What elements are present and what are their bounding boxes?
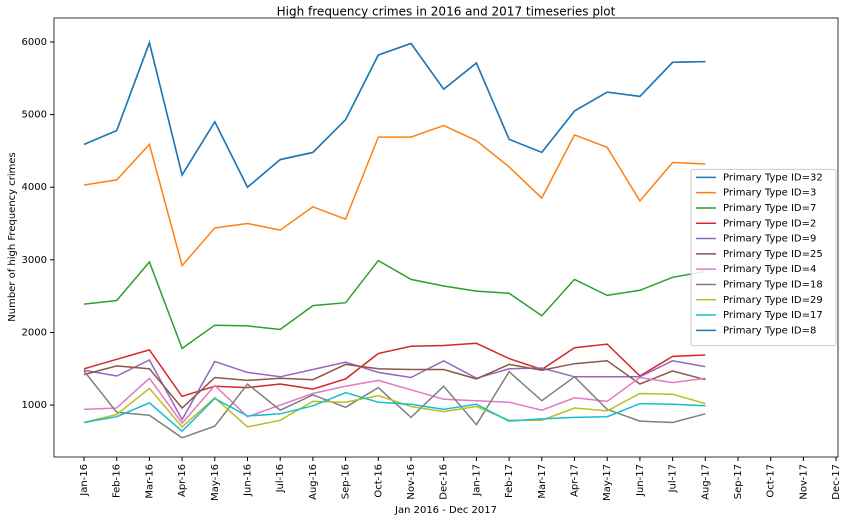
x-tick-label: Mar-16 [144, 464, 155, 499]
y-tick-label: 5000 [22, 110, 47, 121]
y-tick-label: 4000 [22, 182, 47, 193]
x-tick-label: Oct-16 [373, 464, 384, 498]
x-tick-label: Nov-17 [798, 464, 809, 500]
x-tick-label: May-16 [210, 464, 221, 501]
series-line [83, 376, 706, 425]
x-tick-label: Jun-16 [243, 464, 254, 497]
legend-label: Primary Type ID=4 [723, 264, 816, 275]
x-tick-label: Jul-16 [275, 464, 286, 493]
x-tick-label: Sep-17 [733, 464, 744, 499]
x-tick-label: Aug-16 [308, 464, 319, 500]
x-tick-label: May-17 [602, 464, 613, 501]
x-tick-label: Feb-17 [504, 464, 515, 498]
legend-label: Primary Type ID=32 [723, 172, 823, 183]
series-line [83, 40, 706, 189]
x-tick-label: Dec-16 [439, 464, 450, 500]
y-tick-label: 3000 [22, 255, 47, 266]
legend-label: Primary Type ID=29 [723, 295, 823, 306]
series-line [83, 342, 706, 398]
chart-title: High frequency crimes in 2016 and 2017 t… [277, 5, 616, 19]
series-line [83, 391, 706, 433]
x-tick-label: Oct-17 [766, 464, 777, 498]
legend-label: Primary Type ID=7 [723, 203, 816, 214]
x-axis-label: Jan 2016 - Dec 2017 [394, 505, 497, 516]
series-line [83, 359, 706, 422]
legend-box [690, 168, 837, 347]
x-tick-label: Jul-17 [668, 464, 679, 493]
x-tick-label: Feb-16 [112, 464, 123, 498]
legend-label: Primary Type ID=17 [723, 310, 823, 321]
y-axis-label: Number of high Frequency crimes [7, 152, 18, 321]
legend-label: Primary Type ID=25 [723, 249, 823, 260]
legend-label: Primary Type ID=18 [723, 279, 823, 290]
legend-label: Primary Type ID=3 [723, 188, 816, 199]
legend-label: Primary Type ID=2 [723, 218, 816, 229]
y-tick-label: 6000 [22, 37, 47, 48]
series-line [83, 387, 706, 428]
series-line [83, 40, 706, 189]
plot-frame [53, 17, 839, 458]
y-tick-label: 1000 [22, 400, 47, 411]
x-tick-label: Aug-17 [700, 464, 711, 500]
x-tick-label: Nov-16 [406, 464, 417, 500]
x-tick-label: Apr-17 [570, 464, 581, 497]
x-tick-label: Mar-17 [537, 464, 548, 499]
series-line [83, 360, 706, 410]
x-tick-label: Jan-17 [471, 464, 482, 497]
x-tick-label: Dec-17 [831, 464, 842, 500]
legend-label: Primary Type ID=9 [723, 234, 816, 245]
series-line [83, 259, 706, 350]
series-line [83, 124, 706, 268]
x-tick-label: Apr-16 [177, 464, 188, 497]
x-tick-label: Sep-16 [341, 464, 352, 499]
legend-label: Primary Type ID=8 [723, 325, 816, 336]
x-tick-label: Jun-17 [635, 464, 646, 497]
y-tick-label: 2000 [22, 327, 47, 338]
x-tick-label: Jan-16 [79, 464, 90, 497]
